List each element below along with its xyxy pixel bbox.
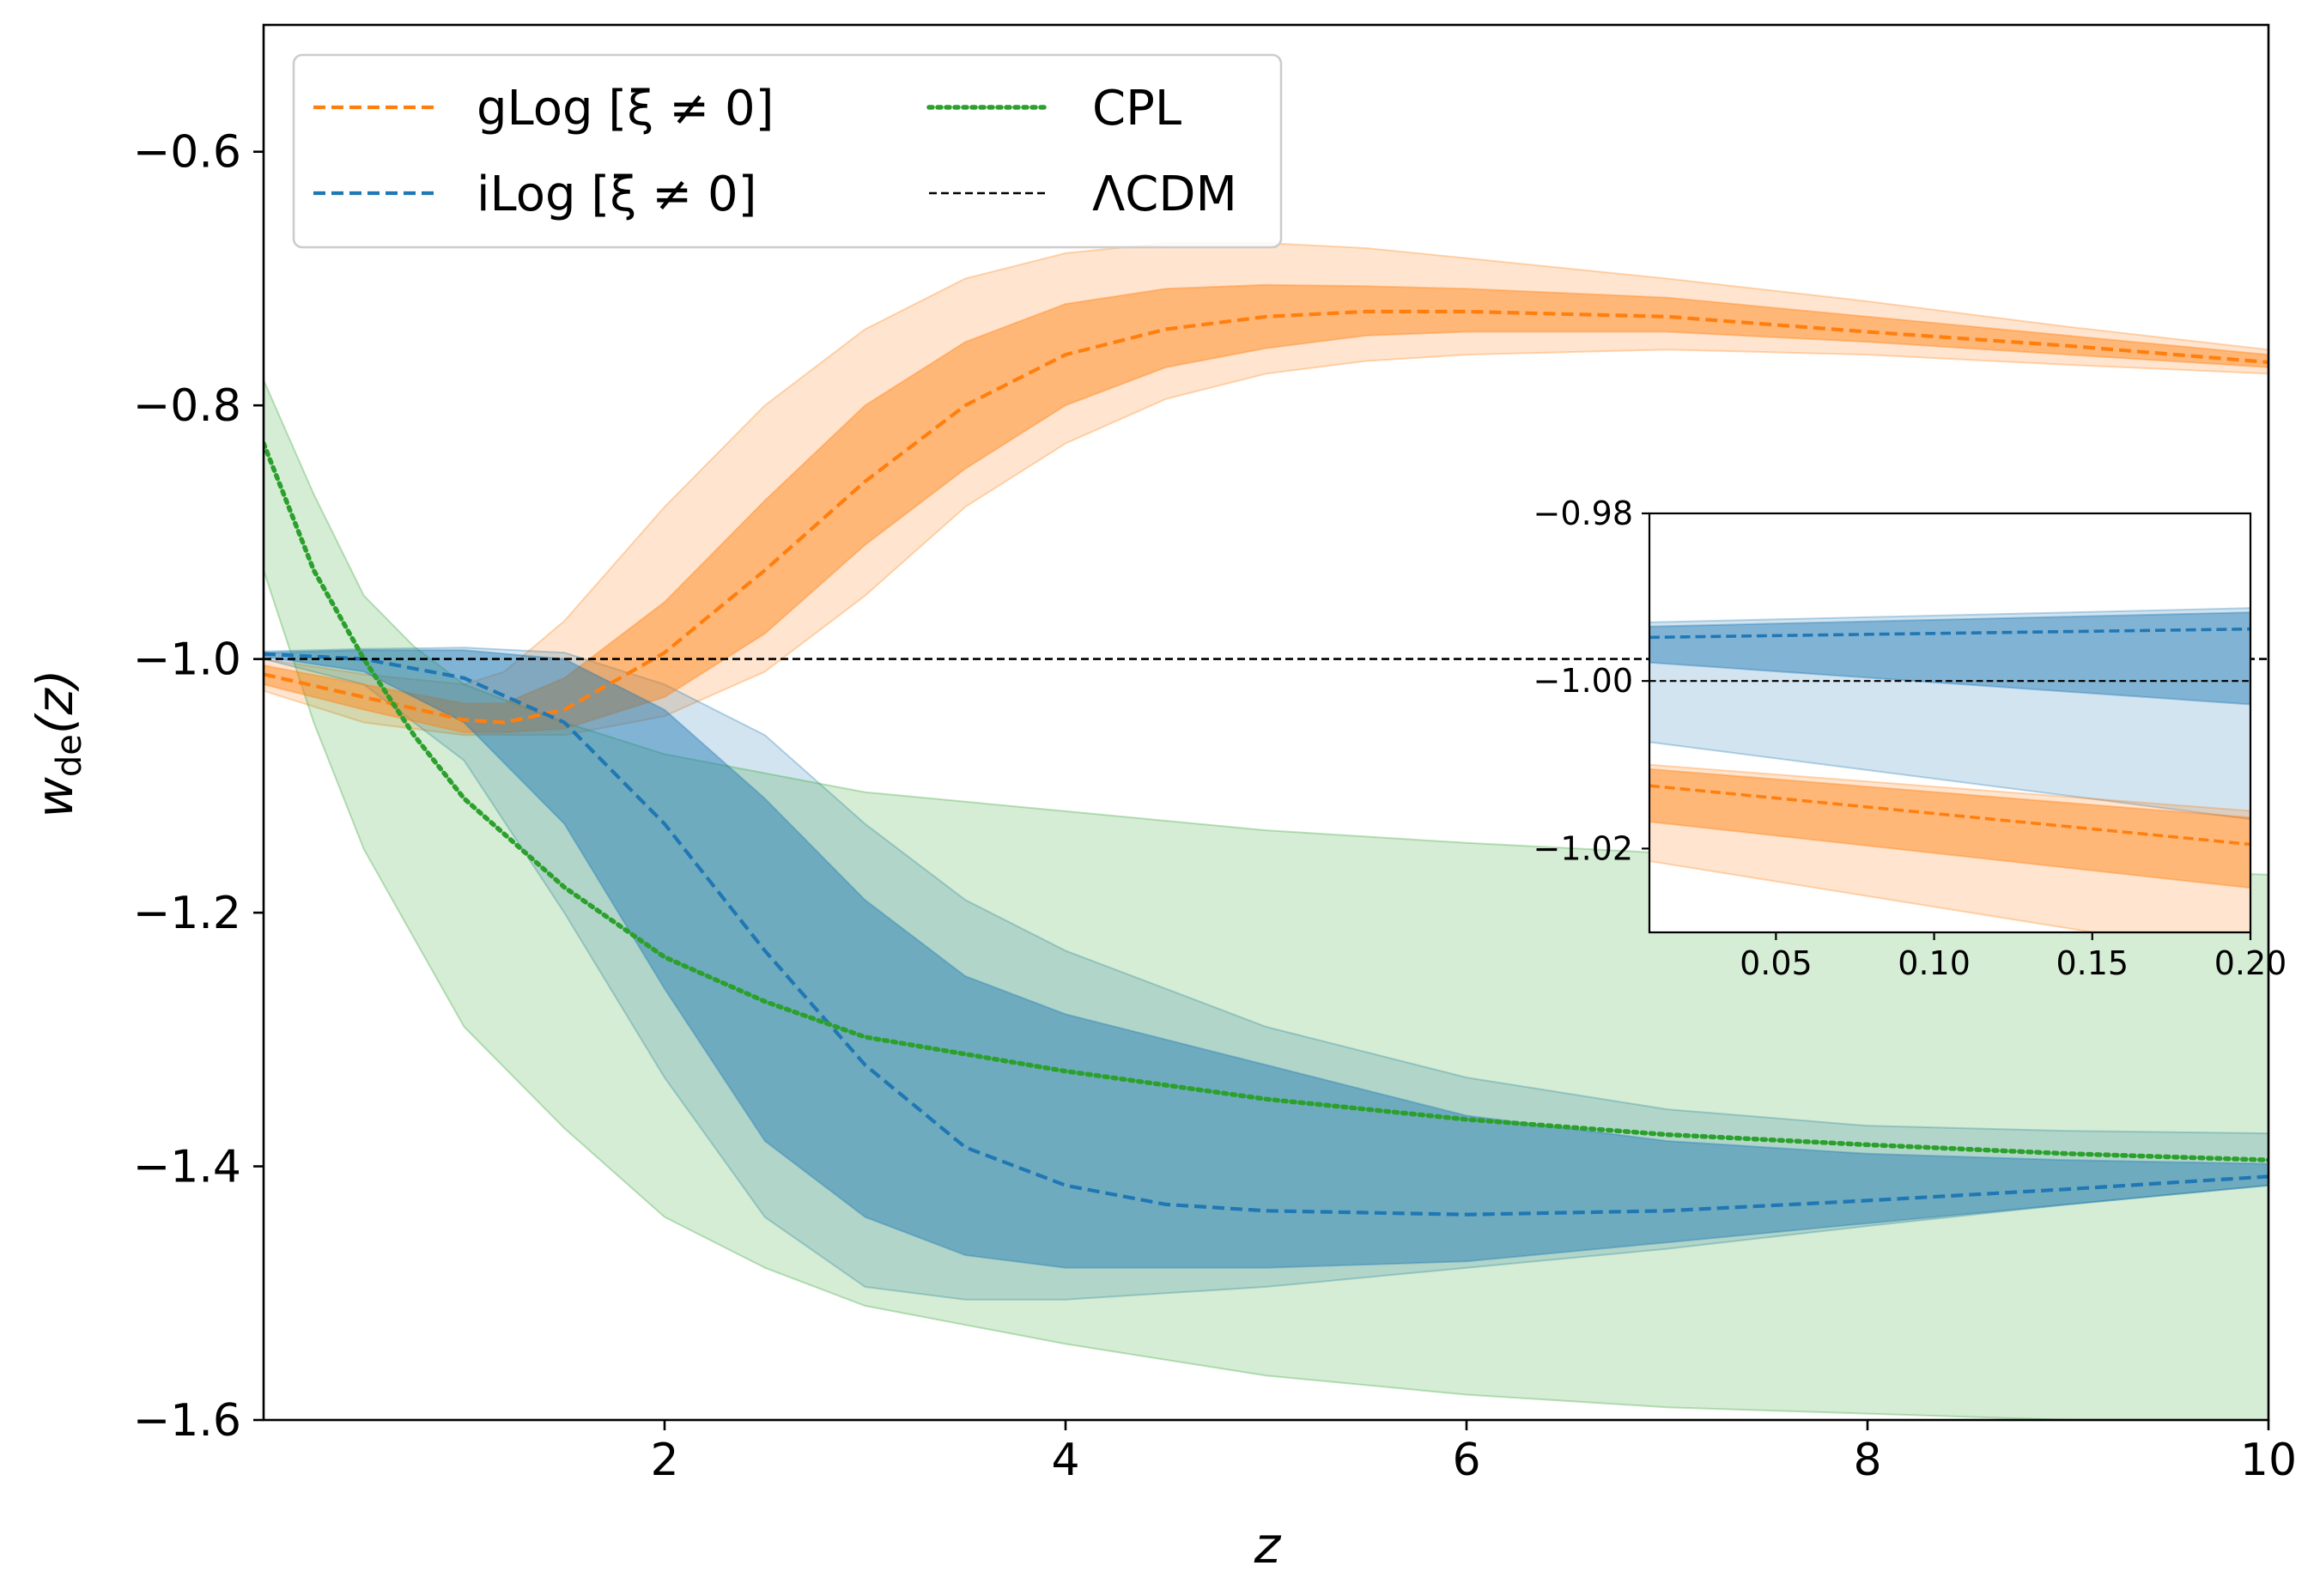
- inset-y-tick-label: −0.98: [1534, 495, 1633, 532]
- main-y-tick-label: −0.8: [133, 380, 241, 432]
- legend-label-glog-0: gLog [ξ ≠ 0]: [477, 81, 774, 137]
- main-x-tick-label: 6: [1452, 1435, 1480, 1486]
- band-2sigma-ilog-0: [1649, 607, 2250, 821]
- inset-x-tick-label: 0.15: [2056, 944, 2129, 982]
- inset-y-tick-label: −1.00: [1534, 662, 1633, 700]
- legend-label-cpl: CPL: [1092, 81, 1181, 137]
- inset-plot-content: [1649, 607, 2250, 932]
- band-2sigma-ilog-0: [264, 646, 2268, 1301]
- main-x-tick-label: 8: [1853, 1435, 1881, 1486]
- inset-plot-frame: [1648, 512, 2252, 934]
- main-y-tick-label: −1.6: [133, 1395, 241, 1447]
- main-y-tick-label: −0.6: [133, 127, 241, 179]
- main-x-tick-label: 2: [650, 1435, 678, 1486]
- y-axis-label-subscript: de: [50, 734, 89, 777]
- main-y-tick-label: −1.4: [133, 1142, 241, 1193]
- y-axis-label: wde(z): [26, 669, 89, 817]
- svg-text:wde(z): wde(z): [26, 669, 89, 817]
- main-y-tick-label: −1.0: [133, 634, 241, 686]
- inset-x-tick-label: 0.05: [1740, 944, 1813, 982]
- main-x-tick-label: 4: [1051, 1435, 1079, 1486]
- inset-plot-area: 0.05 0.10 0.15 0.20 −0.98 −1.00 −1.02: [1534, 495, 2287, 982]
- band-1sigma-ilog-0: [264, 649, 2268, 1269]
- main-plot-area: 2 4 6 8 10 −0.6 −0.8 −1.0 −1.2 −1.4 −1.6: [133, 23, 2297, 1486]
- y-axis-label-w: w: [26, 777, 84, 818]
- series-line-ilog-0: [264, 652, 2268, 1217]
- main-x-tick-label: 10: [2240, 1435, 2297, 1486]
- y-axis-label-tail: (z): [26, 669, 84, 734]
- main-plot-frame: [262, 23, 2270, 1422]
- inset-x-tick-label: 0.20: [2214, 944, 2287, 982]
- series-line-glog-0: [264, 309, 2268, 725]
- band-2sigma-glog-0: [1649, 763, 2250, 932]
- legend-label-ilog-0: iLog [ξ ≠ 0]: [477, 167, 756, 222]
- inset-y-tick-label: −1.02: [1534, 829, 1633, 867]
- band-1sigma-glog-0: [264, 283, 2268, 734]
- main-plot-content: [264, 242, 2268, 1420]
- inset-plot-background: [1649, 513, 2250, 932]
- band-2sigma-glog-0: [264, 242, 2268, 737]
- series-line-glog-0: [1649, 784, 2250, 847]
- legend: gLog [ξ ≠ 0] iLog [ξ ≠ 0] CPL ΛCDM: [292, 53, 1283, 249]
- x-axis-label: z: [1254, 1516, 1282, 1575]
- band-2sigma-cpl: [264, 379, 2268, 1420]
- series-line-ilog-0: [1649, 627, 2250, 640]
- inset-x-tick-label: 0.10: [1898, 944, 1971, 982]
- legend-label-cdm: ΛCDM: [1092, 167, 1237, 222]
- series-line-cpl: [264, 440, 2268, 1162]
- legend-box: [292, 53, 1283, 249]
- main-y-tick-label: −1.2: [133, 888, 241, 939]
- band-1sigma-glog-0: [1649, 768, 2250, 889]
